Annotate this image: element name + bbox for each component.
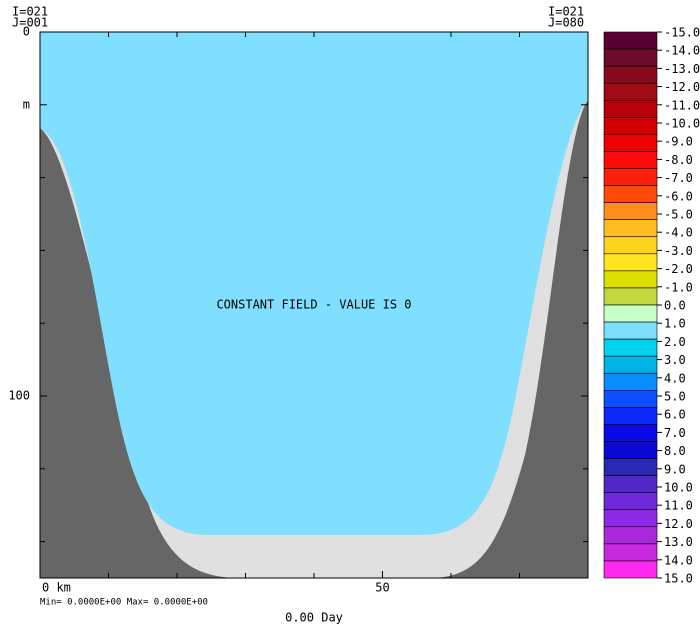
colorbar-label: -1.0 — [664, 280, 693, 294]
x-tick-label: 0 km — [42, 581, 71, 595]
colorbar-box — [603, 338, 658, 357]
colorbar-label: -11.0 — [664, 98, 700, 112]
colorbar-box — [603, 492, 658, 511]
colorbar-label: 6.0 — [664, 408, 686, 422]
colorbar-box — [603, 31, 658, 50]
colorbar-label: 9.0 — [664, 462, 686, 476]
colorbar-label: 13.0 — [664, 535, 693, 549]
colorbar-label: 1.0 — [664, 317, 686, 331]
colorbar-label: -9.0 — [664, 135, 693, 149]
colorbar-box — [603, 134, 658, 152]
colorbar-box — [603, 355, 658, 374]
colorbar-label: -12.0 — [664, 80, 700, 94]
colorbar-box — [603, 202, 658, 220]
corner-label: J=080 — [548, 16, 584, 30]
colorbar-label: -8.0 — [664, 153, 693, 167]
colorbar-label: -7.0 — [664, 171, 693, 185]
colorbar-label: 2.0 — [664, 335, 686, 349]
colorbar-box — [603, 65, 658, 84]
colorbar-box — [603, 543, 658, 562]
colorbar-box — [603, 287, 658, 306]
colorbar-label: -15.0 — [664, 26, 700, 40]
topography — [40, 100, 588, 578]
colorbar-box — [603, 321, 658, 340]
colorbar-box — [603, 458, 658, 476]
colorbar-label: -2.0 — [664, 262, 693, 276]
colorbar-label: -5.0 — [664, 208, 693, 222]
colorbar-box — [603, 236, 658, 255]
annotation: CONSTANT FIELD - VALUE IS 0 — [216, 298, 411, 312]
colorbar-box — [603, 304, 658, 323]
colorbar-label: -3.0 — [664, 244, 693, 258]
colorbar-box — [603, 253, 658, 272]
colorbar-label: -6.0 — [664, 189, 693, 203]
colorbar-label: -13.0 — [664, 62, 700, 76]
colorbar-box — [603, 185, 658, 203]
colorbar-label: 4.0 — [664, 371, 686, 385]
colorbar-label: 0.0 — [664, 299, 686, 313]
colorbar-box — [603, 270, 658, 289]
colorbar-label: 15.0 — [664, 572, 693, 586]
colorbar-box — [603, 82, 658, 101]
colorbar-label: 11.0 — [664, 499, 693, 513]
colorbar-box — [603, 117, 658, 135]
corner-label: J=001 — [12, 16, 48, 30]
colorbar-box — [603, 509, 658, 528]
time-label: 0.00 Day — [285, 611, 343, 625]
colorbar-box — [603, 151, 658, 169]
colorbar-label: 8.0 — [664, 444, 686, 458]
stats: Min= 0.0000E+00 Max= 0.0000E+00 — [40, 598, 208, 608]
colorbar-label: 7.0 — [664, 426, 686, 440]
water — [40, 32, 588, 535]
y-tick-label: 0 — [23, 25, 30, 39]
colorbar-label: 14.0 — [664, 553, 693, 567]
y-tick-label: 100 — [8, 389, 30, 403]
colorbar-label: -14.0 — [664, 44, 700, 58]
colorbar-label: 5.0 — [664, 390, 686, 404]
colorbar-box — [603, 475, 658, 493]
colorbar-box — [603, 560, 658, 579]
colorbar-box — [603, 424, 658, 442]
colorbar-box — [603, 390, 658, 408]
colorbar-label: -10.0 — [664, 117, 700, 131]
corner-label: I=021 — [548, 5, 584, 19]
y-tick-label: m — [23, 97, 30, 111]
colorbar-box — [603, 441, 658, 459]
colorbar-box — [603, 48, 658, 67]
corner-label: I=021 — [12, 5, 48, 19]
colorbar-label: 10.0 — [664, 481, 693, 495]
colorbar-box — [603, 372, 658, 391]
colorbar-label: -4.0 — [664, 226, 693, 240]
colorbar-label: 3.0 — [664, 353, 686, 367]
colorbar-box — [603, 526, 658, 545]
colorbar-label: 12.0 — [664, 517, 693, 531]
colorbar-box — [603, 168, 658, 186]
x-tick-label: 50 — [375, 581, 389, 595]
colorbar-box — [603, 99, 658, 118]
colorbar-box — [603, 407, 658, 425]
colorbar-box — [603, 219, 658, 238]
